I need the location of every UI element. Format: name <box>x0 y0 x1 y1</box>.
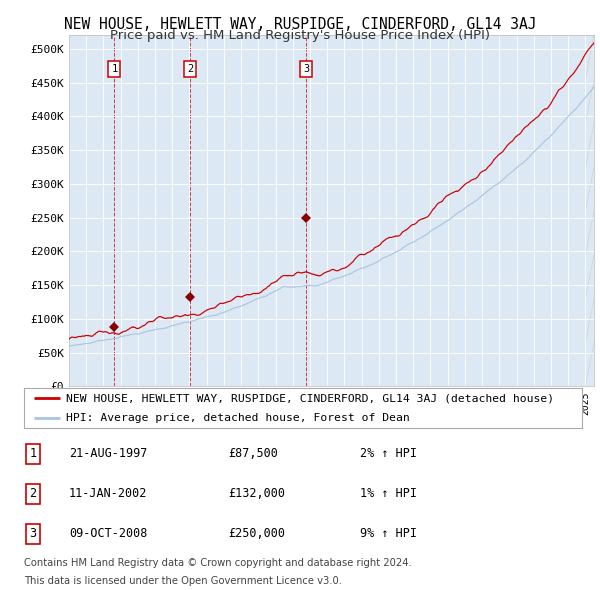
Text: HPI: Average price, detached house, Forest of Dean: HPI: Average price, detached house, Fore… <box>66 413 410 422</box>
Text: 1: 1 <box>112 64 118 74</box>
Text: NEW HOUSE, HEWLETT WAY, RUSPIDGE, CINDERFORD, GL14 3AJ: NEW HOUSE, HEWLETT WAY, RUSPIDGE, CINDER… <box>64 17 536 31</box>
Text: 2: 2 <box>187 64 193 74</box>
Text: Contains HM Land Registry data © Crown copyright and database right 2024.: Contains HM Land Registry data © Crown c… <box>24 558 412 568</box>
Text: 1: 1 <box>29 447 37 460</box>
Text: 2% ↑ HPI: 2% ↑ HPI <box>360 447 417 460</box>
Text: £132,000: £132,000 <box>228 487 285 500</box>
Text: £250,000: £250,000 <box>228 527 285 540</box>
Text: 1% ↑ HPI: 1% ↑ HPI <box>360 487 417 500</box>
Text: 3: 3 <box>303 64 309 74</box>
Text: NEW HOUSE, HEWLETT WAY, RUSPIDGE, CINDERFORD, GL14 3AJ (detached house): NEW HOUSE, HEWLETT WAY, RUSPIDGE, CINDER… <box>66 394 554 404</box>
Text: 09-OCT-2008: 09-OCT-2008 <box>69 527 148 540</box>
Text: 11-JAN-2002: 11-JAN-2002 <box>69 487 148 500</box>
Text: £87,500: £87,500 <box>228 447 278 460</box>
Text: 2: 2 <box>29 487 37 500</box>
Text: 9% ↑ HPI: 9% ↑ HPI <box>360 527 417 540</box>
Text: This data is licensed under the Open Government Licence v3.0.: This data is licensed under the Open Gov… <box>24 576 342 586</box>
Text: 21-AUG-1997: 21-AUG-1997 <box>69 447 148 460</box>
Text: Price paid vs. HM Land Registry's House Price Index (HPI): Price paid vs. HM Land Registry's House … <box>110 30 490 42</box>
Text: 3: 3 <box>29 527 37 540</box>
